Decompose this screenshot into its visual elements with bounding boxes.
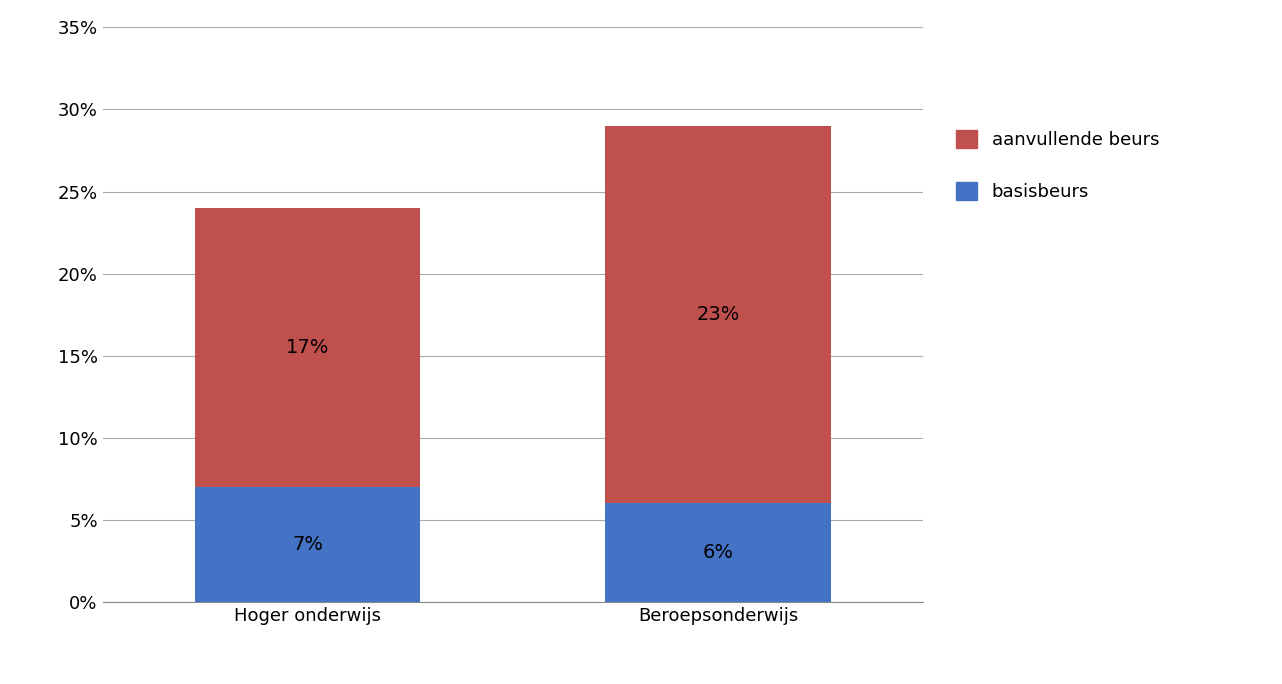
Bar bbox=[605, 503, 831, 602]
Text: 6%: 6% bbox=[703, 543, 733, 562]
Text: 17%: 17% bbox=[286, 338, 329, 357]
Bar bbox=[195, 487, 420, 602]
Text: 23%: 23% bbox=[696, 305, 740, 324]
Bar bbox=[195, 208, 420, 487]
Bar bbox=[605, 126, 831, 503]
Text: 7%: 7% bbox=[292, 535, 323, 554]
Legend: aanvullende beurs, basisbeurs: aanvullende beurs, basisbeurs bbox=[949, 122, 1167, 208]
